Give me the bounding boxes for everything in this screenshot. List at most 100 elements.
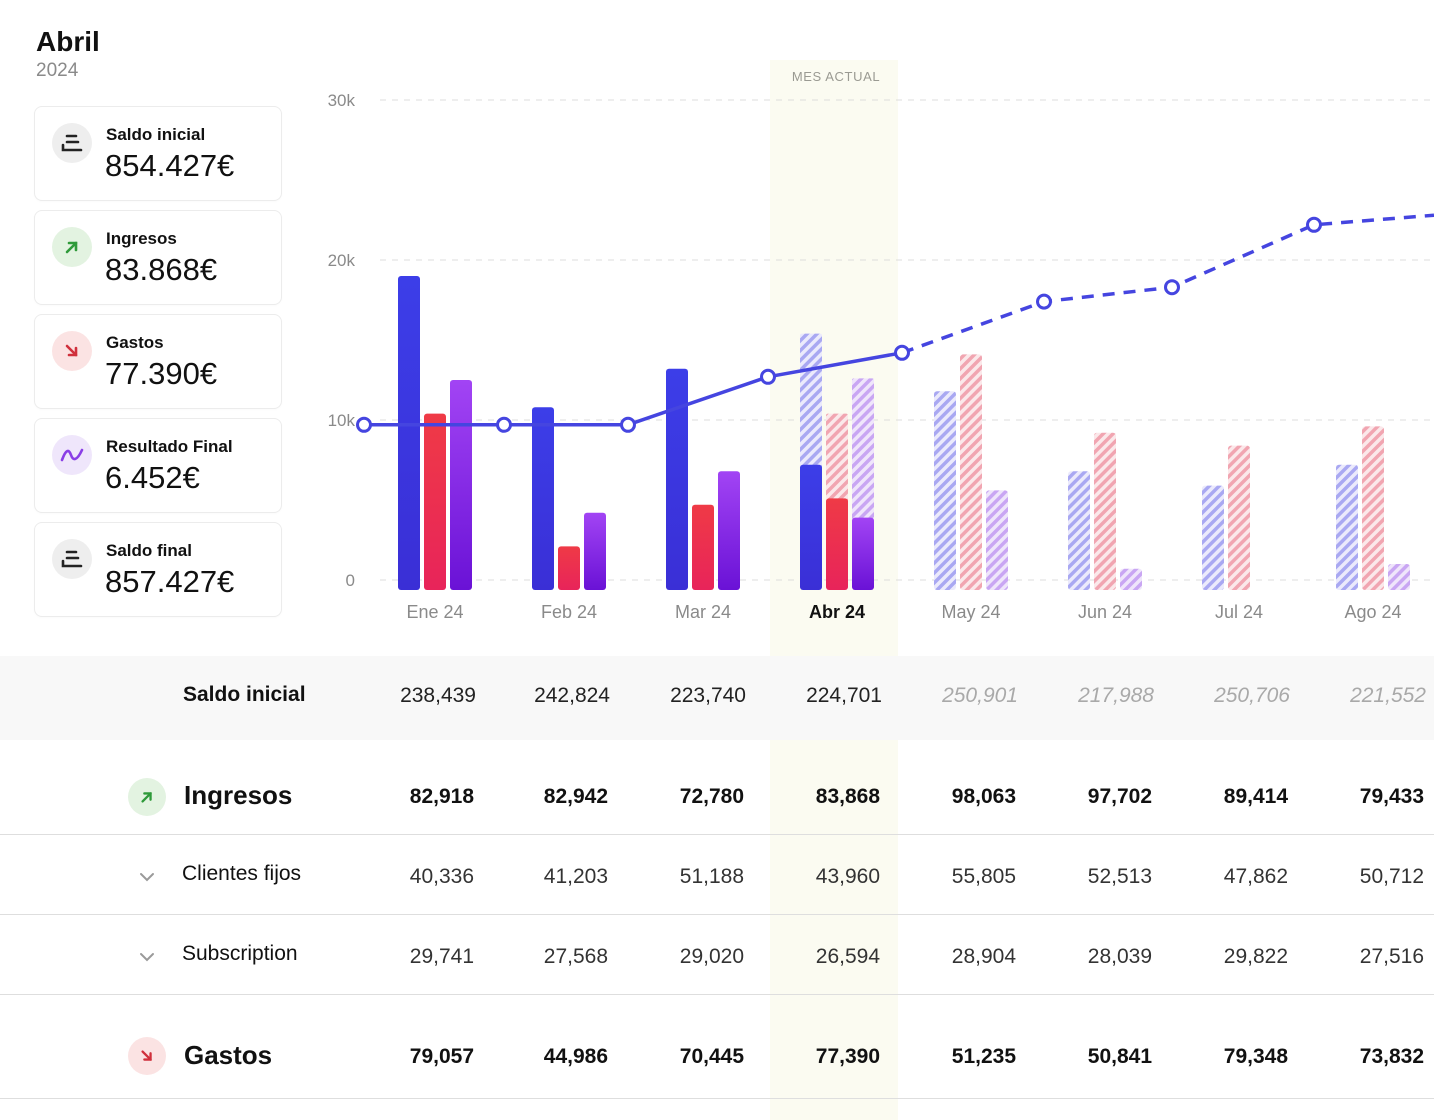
kpi-card-ingresos[interactable]: Ingresos 83.868€ <box>34 210 282 305</box>
table-cell: 29,020 <box>679 945 744 968</box>
table-cell: 98,063 <box>951 785 1016 808</box>
table-cell: 44,986 <box>543 1045 608 1068</box>
balance-point[interactable] <box>1164 279 1180 296</box>
table-cell: 50,841 <box>1087 1045 1152 1068</box>
kpi-label: Resultado Final <box>106 437 233 456</box>
kpi-card-resultado-final[interactable]: Resultado Final 6.452€ <box>34 418 282 513</box>
bar-ingresos[interactable] <box>532 407 554 590</box>
kpi-value: 854.427€ <box>105 148 235 183</box>
year-subtitle: 2024 <box>36 60 79 81</box>
bar-ingresos[interactable] <box>666 368 688 590</box>
bar-resultado[interactable] <box>584 512 606 590</box>
table-row-gastos[interactable]: Gastos 79,057 44,986 70,445 77,390 51,23… <box>0 1020 1434 1098</box>
table-row-subscription[interactable]: Subscription 29,741 27,568 29,020 26,594… <box>0 915 1434 995</box>
kpi-card-gastos[interactable]: Gastos 77.390€ <box>34 314 282 409</box>
table-cell: 242,824 <box>534 684 610 707</box>
x-tick-label: Feb 24 <box>541 602 597 622</box>
table-cell: 27,516 <box>1359 945 1424 968</box>
bar-gastos[interactable] <box>960 354 982 590</box>
balance-point[interactable] <box>496 416 512 433</box>
table-cell: 250,706 <box>1214 684 1290 707</box>
stack-icon <box>52 123 92 163</box>
x-tick-label: Mar 24 <box>675 602 731 622</box>
arrow-down-right-icon <box>52 331 92 371</box>
bar-ingresos[interactable] <box>1336 464 1358 590</box>
table-row-ingresos[interactable]: Ingresos 82,918 82,942 72,780 83,868 98,… <box>0 760 1434 834</box>
table-cell: 28,039 <box>1087 945 1152 968</box>
row-divider <box>0 914 1434 915</box>
bar-resultado[interactable] <box>1388 564 1410 590</box>
bar-ingresos[interactable] <box>934 391 956 590</box>
table-cell: 43,960 <box>815 865 880 888</box>
bar-resultado[interactable] <box>852 517 874 590</box>
balance-point[interactable] <box>620 416 636 433</box>
kpi-value: 77.390€ <box>105 356 218 391</box>
bar-gastos[interactable] <box>826 498 848 590</box>
table-cell: 221,552 <box>1350 684 1426 707</box>
table-cell: 217,988 <box>1078 684 1154 707</box>
bar-resultado[interactable] <box>986 490 1008 590</box>
chevron-down-icon[interactable] <box>139 869 155 885</box>
bar-gastos[interactable] <box>1228 445 1250 590</box>
row-divider <box>0 834 1434 835</box>
table-cell: 50,712 <box>1359 865 1424 888</box>
bar-resultado[interactable] <box>1120 568 1142 590</box>
balance-point[interactable] <box>760 368 776 385</box>
kpi-value: 857.427€ <box>105 564 235 599</box>
bar-resultado[interactable] <box>450 380 472 590</box>
table-cell: 97,702 <box>1087 785 1152 808</box>
chevron-down-icon[interactable] <box>139 949 155 965</box>
table-cell: 52,513 <box>1087 865 1152 888</box>
table-cell: 224,701 <box>806 684 882 707</box>
table-cell: 47,862 <box>1223 865 1288 888</box>
kpi-card-saldo-inicial[interactable]: Saldo inicial 854.427€ <box>34 106 282 201</box>
row-label: Subscription <box>182 942 298 965</box>
table-cell: 51,235 <box>951 1045 1016 1068</box>
table-cell: 72,780 <box>679 785 744 808</box>
balance-point[interactable] <box>894 344 910 361</box>
table-cell: 79,433 <box>1359 785 1424 808</box>
table-cell: 41,203 <box>543 865 608 888</box>
x-tick-label: Abr 24 <box>809 602 865 622</box>
kpi-label: Ingresos <box>106 229 177 248</box>
table-cell: 79,057 <box>409 1045 474 1068</box>
table-cell: 40,336 <box>409 865 474 888</box>
bar-ingresos[interactable] <box>1202 485 1224 590</box>
row-label: Saldo inicial <box>183 683 306 706</box>
table-cell: 238,439 <box>400 684 476 707</box>
kpi-value: 83.868€ <box>105 252 218 287</box>
bar-gastos[interactable] <box>558 546 580 590</box>
bar-gastos[interactable] <box>692 504 714 590</box>
bar-ingresos[interactable] <box>1068 471 1090 590</box>
kpi-card-saldo-final[interactable]: Saldo final 857.427€ <box>34 522 282 617</box>
arrow-down-right-icon <box>128 1037 166 1075</box>
table-cell: 223,740 <box>670 684 746 707</box>
bar-gastos[interactable] <box>424 413 446 590</box>
bar-ingresos[interactable] <box>800 464 822 590</box>
bar-gastos[interactable] <box>1094 432 1116 590</box>
month-title: Abril <box>36 26 100 57</box>
saldo-inicial-band <box>0 656 1434 740</box>
x-tick-label: Jun 24 <box>1078 602 1132 622</box>
bar-ingresos[interactable] <box>398 276 420 590</box>
monthly-chart: 0 10k 20k 30k Ene 24 Feb 24 Mar 24 Abr 24 May 24… <box>328 91 1434 622</box>
table-cell: 83,868 <box>815 785 880 808</box>
x-tick-label: May 24 <box>941 602 1000 622</box>
bar-resultado[interactable] <box>718 471 740 590</box>
y-tick-label: 30k <box>328 91 356 110</box>
row-label: Clientes fijos <box>182 862 302 885</box>
kpi-label: Saldo inicial <box>106 125 206 144</box>
table-row-clientes-fijos[interactable]: Clientes fijos 40,336 41,203 51,188 43,9… <box>0 835 1434 915</box>
balance-point[interactable] <box>1306 216 1322 233</box>
row-divider <box>0 994 1434 995</box>
table-cell: 82,918 <box>409 785 474 808</box>
row-label: Ingresos <box>184 780 293 810</box>
balance-point[interactable] <box>1036 293 1052 310</box>
bar-gastos[interactable] <box>1362 426 1384 590</box>
table-cell: 70,445 <box>679 1045 744 1068</box>
table-cell: 79,348 <box>1223 1045 1288 1068</box>
table-cell: 28,904 <box>951 945 1016 968</box>
balance-point[interactable] <box>356 416 372 433</box>
x-tick-label: Ene 24 <box>406 602 463 622</box>
table-cell: 82,942 <box>543 785 608 808</box>
